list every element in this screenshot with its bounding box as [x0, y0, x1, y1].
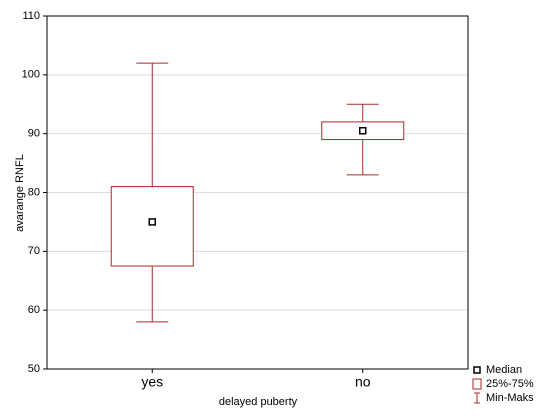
- x-axis-label: delayed puberty: [219, 396, 298, 408]
- y-tick-label: 110: [22, 10, 40, 22]
- plot-frame: [46, 15, 469, 370]
- y-tick-label: 60: [28, 304, 40, 316]
- legend-label: 25%-75%: [486, 378, 534, 390]
- x-tick-label: no: [355, 374, 371, 390]
- y-axis-label: avarange RNFL: [14, 154, 26, 232]
- legend-label: Median: [486, 364, 522, 376]
- median-marker: [148, 218, 156, 226]
- legend-median-icon: [473, 366, 481, 374]
- legend-label: Min-Maks: [486, 392, 534, 404]
- box: [110, 186, 194, 267]
- y-tick-label: 70: [28, 245, 40, 257]
- median-marker: [359, 126, 367, 135]
- y-tick-label: 50: [28, 363, 40, 375]
- y-tick-label: 100: [22, 69, 40, 81]
- y-tick-label: 90: [28, 128, 40, 140]
- y-tick-label: 80: [28, 186, 40, 198]
- legend-box-icon: [472, 378, 482, 390]
- x-tick-label: yes: [141, 374, 163, 390]
